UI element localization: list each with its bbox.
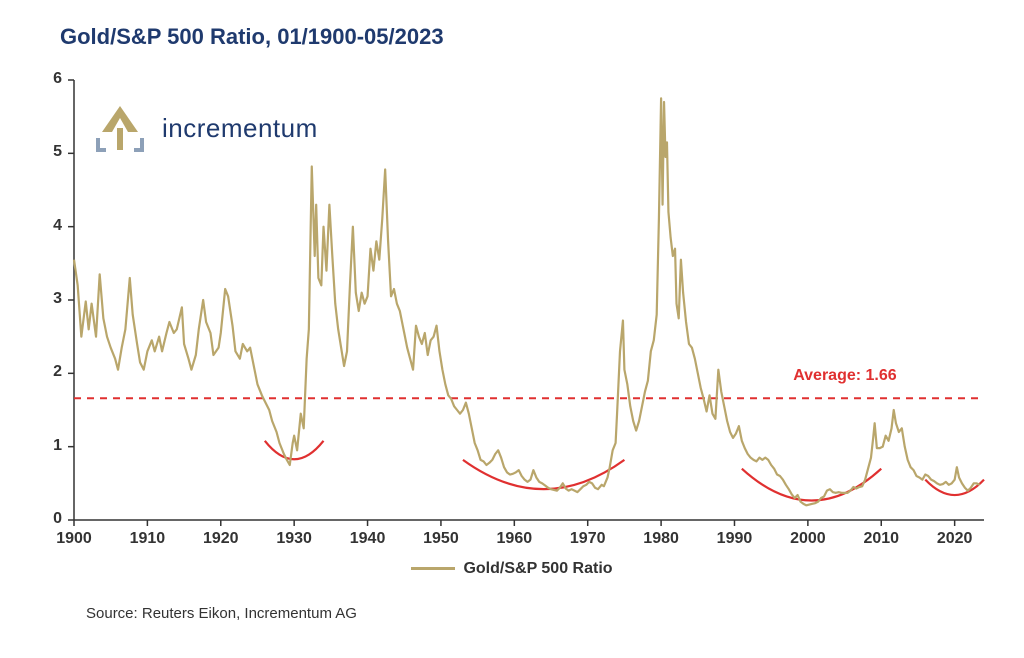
plot-svg (64, 76, 988, 530)
x-tick-label: 1980 (643, 530, 679, 548)
legend: Gold/S&P 500 Ratio (0, 560, 1024, 578)
x-tick-label: 1960 (497, 530, 533, 548)
average-label: Average: 1.66 (793, 367, 896, 385)
x-tick-label: 1920 (203, 530, 239, 548)
x-tick-label: 1910 (130, 530, 166, 548)
chart-container: Gold/S&P 500 Ratio, 01/1900-05/2023 incr… (0, 0, 1024, 658)
x-tick-label: 1930 (276, 530, 312, 548)
x-tick-label: 1900 (56, 530, 92, 548)
x-tick-label: 1970 (570, 530, 606, 548)
x-tick-label: 2010 (863, 530, 899, 548)
x-tick-label: 2000 (790, 530, 826, 548)
y-tick-label: 2 (36, 363, 62, 381)
chart-title: Gold/S&P 500 Ratio, 01/1900-05/2023 (60, 24, 444, 50)
x-tick-label: 1990 (717, 530, 753, 548)
plot-area (74, 80, 984, 520)
x-tick-label: 2020 (937, 530, 973, 548)
y-tick-label: 4 (36, 217, 62, 235)
y-tick-label: 5 (36, 143, 62, 161)
x-tick-label: 1950 (423, 530, 459, 548)
legend-label: Gold/S&P 500 Ratio (463, 560, 612, 577)
y-tick-label: 1 (36, 437, 62, 455)
y-tick-label: 6 (36, 70, 62, 88)
x-tick-label: 1940 (350, 530, 386, 548)
y-tick-label: 0 (36, 510, 62, 528)
legend-swatch (411, 567, 455, 570)
source-text: Source: Reuters Eikon, Incrementum AG (86, 605, 357, 622)
y-tick-label: 3 (36, 290, 62, 308)
